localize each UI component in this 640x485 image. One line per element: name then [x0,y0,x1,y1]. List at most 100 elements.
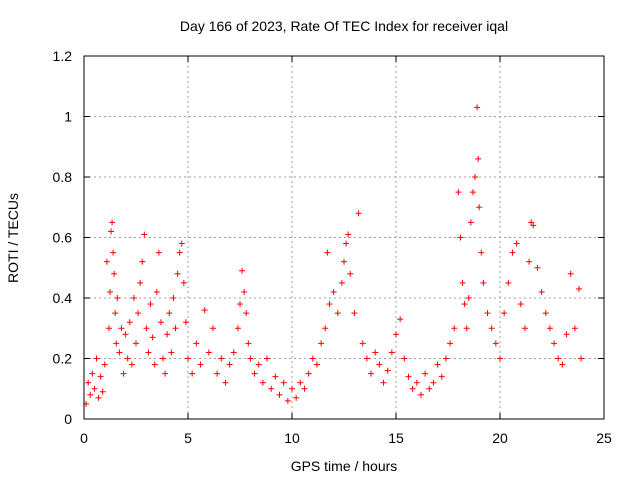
data-point [226,361,233,368]
data-point [326,301,333,308]
data-point [99,388,106,395]
data-point [109,219,116,226]
data-point [230,349,237,356]
data-point [122,331,129,338]
data-point [413,379,420,386]
data-point [259,379,266,386]
data-point [197,361,204,368]
data-point [189,370,196,377]
data-point [95,394,102,401]
data-point [170,295,177,301]
data-point [239,267,246,274]
data-point [563,331,570,338]
chart-title: Day 166 of 2023, Rate Of TEC Index for r… [180,18,508,34]
data-point [114,295,121,301]
data-point [120,370,127,377]
data-point [465,295,472,301]
data-point [475,155,482,162]
data-point [137,279,144,286]
data-point [526,258,533,265]
data-point [551,340,558,347]
data-point [409,385,416,392]
data-point [338,279,345,286]
data-point [162,370,169,377]
data-point [467,219,474,226]
data-point [268,385,275,392]
data-point [280,379,287,386]
data-point [222,379,229,386]
y-tick-label: 0.6 [53,230,73,246]
data-point [517,301,524,308]
data-point [422,370,429,377]
data-point [459,279,466,286]
data-point [305,370,312,377]
data-point [530,222,537,229]
data-point [528,219,535,226]
data-point [576,285,583,292]
data-point [85,379,92,386]
data-point [457,234,464,241]
data-point [87,391,94,398]
data-point [93,355,100,362]
data-point [91,385,98,392]
data-point [176,249,183,256]
data-point [264,355,271,362]
data-point [322,325,329,332]
data-point [359,340,366,347]
data-point [245,340,252,347]
data-point [380,379,387,386]
data-point [178,240,185,247]
x-tick-label: 20 [492,430,508,446]
data-point [182,319,189,326]
y-tick-label: 1.2 [53,48,73,64]
x-tick-label: 25 [596,430,612,446]
data-point [214,370,221,377]
data-point [168,349,175,356]
data-point [393,331,399,338]
data-point [555,355,562,362]
data-point [405,373,412,380]
data-point [130,295,137,301]
data-point [164,331,171,338]
data-point [234,325,241,332]
data-point [343,240,350,247]
data-point [101,361,108,368]
data-point [447,340,454,347]
y-tick-label: 0.8 [53,169,73,185]
data-point [505,279,512,286]
data-point [145,349,152,356]
data-point [388,349,395,356]
grid-layer [84,56,604,419]
data-point [438,373,445,380]
data-point [546,325,553,332]
y-tick-label: 0.2 [53,351,73,367]
data-point [147,301,154,308]
data-point [330,288,337,295]
data-point [155,249,162,256]
data-point [368,370,375,377]
data-point [112,310,119,317]
data-point [497,355,503,362]
data-point [478,249,485,256]
data-point [107,288,113,295]
data-point [97,373,104,380]
data-point [103,258,110,265]
data-point [160,355,167,362]
data-point [166,310,173,317]
data-point [247,355,254,362]
data-point [476,204,483,211]
data-point [237,301,243,308]
data-point [492,340,499,347]
data-point [309,355,316,362]
data-point [363,355,370,362]
data-point [251,370,258,377]
data-point [397,316,404,323]
data-point [128,361,135,368]
x-tick-label: 0 [80,430,88,446]
data-point [157,319,164,326]
data-point [276,391,283,398]
data-point [571,325,578,332]
data-point [139,258,146,265]
data-point [143,325,150,332]
